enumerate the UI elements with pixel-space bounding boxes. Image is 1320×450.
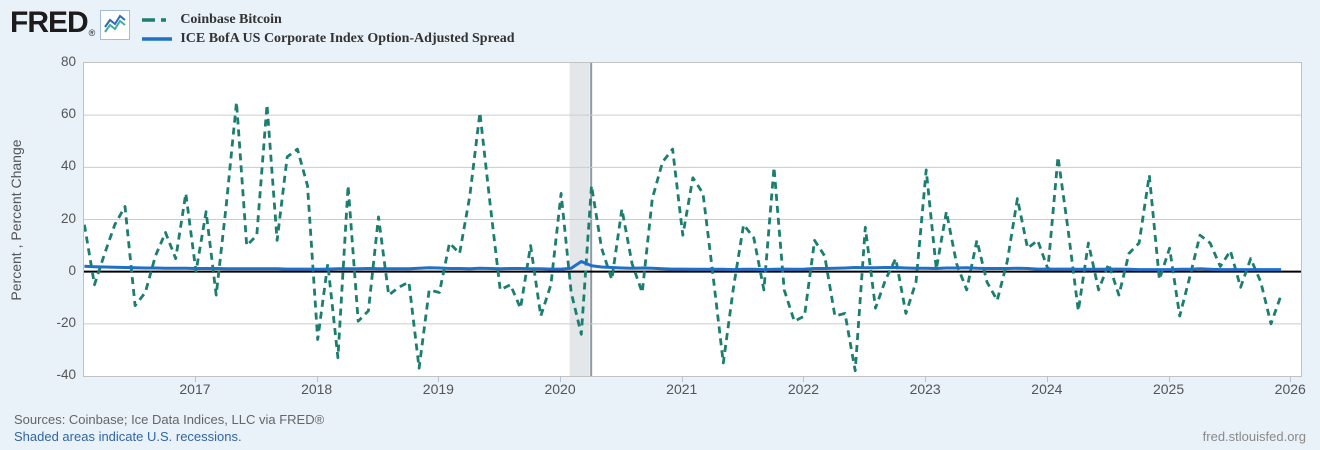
y-tick-label-20: 20 bbox=[60, 210, 76, 226]
y-tick-label--20: -20 bbox=[56, 314, 76, 330]
x-tick-mark-2020 bbox=[560, 376, 562, 382]
legend-item-0[interactable]: Coinbase Bitcoin bbox=[142, 10, 514, 29]
x-tick-mark-2021 bbox=[681, 376, 683, 382]
fred-logo-registered-mark: ® bbox=[88, 28, 96, 38]
y-tick-label--40: -40 bbox=[56, 367, 76, 382]
legend-swatch-dashed bbox=[142, 17, 173, 22]
y-tick-label-80: 80 bbox=[60, 54, 76, 69]
x-tick-label-2017: 2017 bbox=[179, 381, 211, 397]
x-tick-mark-2019 bbox=[438, 376, 440, 382]
x-tick-mark-2024 bbox=[1046, 376, 1048, 382]
series-line-0 bbox=[84, 100, 1283, 373]
legend-swatch-solid bbox=[142, 36, 173, 41]
y-tick-label-60: 60 bbox=[60, 106, 76, 122]
fred-logo-text: FRED bbox=[10, 6, 89, 39]
x-tick-label-2022: 2022 bbox=[787, 381, 820, 397]
plot-area[interactable] bbox=[83, 62, 1302, 377]
x-tick-mark-2022 bbox=[803, 376, 805, 382]
chart-legend: Coinbase Bitcoin ICE BofA US Corporate In… bbox=[142, 10, 515, 48]
fred-logo[interactable]: FRED ® bbox=[10, 6, 131, 40]
x-tick-mark-2017 bbox=[194, 376, 196, 382]
sources-text: Sources: Coinbase; Ice Data Indices, LLC… bbox=[14, 412, 325, 427]
recession-note-link[interactable]: Shaded areas indicate U.S. recessions. bbox=[14, 429, 242, 444]
x-tick-label-2023: 2023 bbox=[909, 381, 941, 397]
x-tick-label-2018: 2018 bbox=[301, 381, 333, 397]
legend-label: ICE BofA US Corporate Index Option-Adjus… bbox=[180, 30, 515, 46]
x-tick-mark-2018 bbox=[316, 376, 318, 382]
plot-canvas bbox=[84, 63, 1301, 376]
x-tick-mark-2025 bbox=[1168, 376, 1170, 382]
x-tick-mark-2026 bbox=[1290, 376, 1292, 382]
y-tick-label-0: 0 bbox=[68, 262, 76, 278]
x-tick-label-2021: 2021 bbox=[666, 381, 698, 397]
chart-header: FRED ® Coinbase Bitcoin ICE BofA US Corpo… bbox=[10, 8, 515, 48]
x-tick-label-2026: 2026 bbox=[1274, 381, 1306, 397]
x-tick-label-2024: 2024 bbox=[1031, 381, 1063, 397]
legend-label: Coinbase Bitcoin bbox=[180, 11, 282, 27]
fred-site-link[interactable]: fred.stlouisfed.org bbox=[1202, 429, 1306, 444]
series-line-1 bbox=[84, 260, 1282, 272]
x-tick-label-2019: 2019 bbox=[422, 381, 454, 397]
x-tick-label-2025: 2025 bbox=[1152, 381, 1185, 397]
y-tick-label-40: 40 bbox=[60, 158, 76, 174]
x-tick-mark-2023 bbox=[925, 376, 927, 382]
legend-item-1[interactable]: ICE BofA US Corporate Index Option-Adjus… bbox=[142, 29, 515, 48]
x-tick-label-2020: 2020 bbox=[544, 381, 576, 397]
fred-logo-chart-icon bbox=[100, 10, 131, 40]
